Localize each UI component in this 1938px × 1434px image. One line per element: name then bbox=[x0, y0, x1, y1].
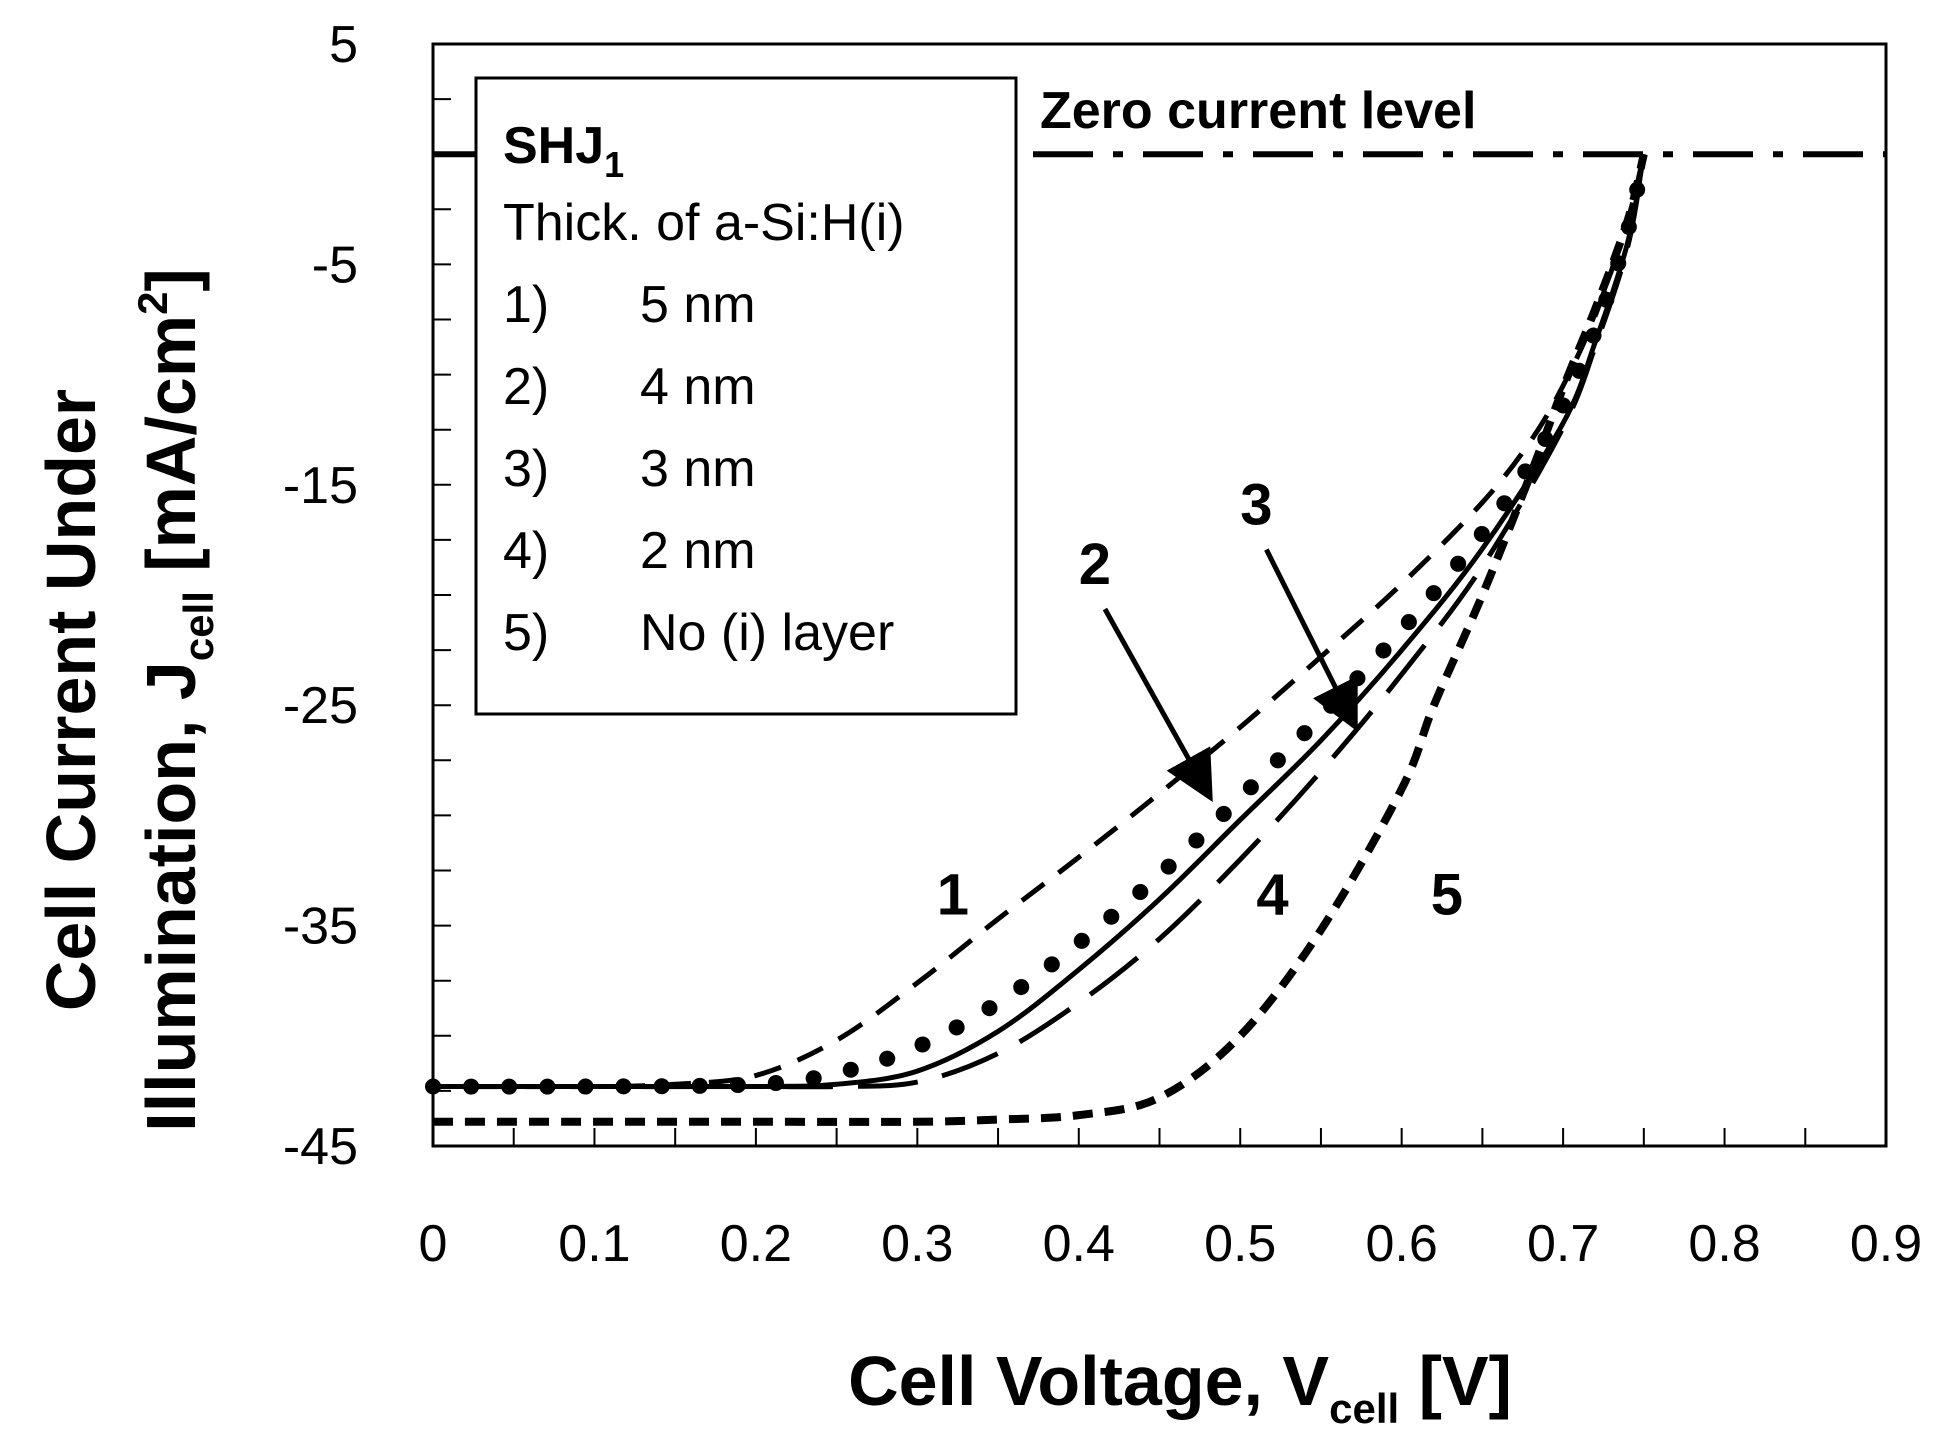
x-tick-label: 0.4 bbox=[1043, 1215, 1115, 1273]
y-tick-label: 5 bbox=[329, 16, 358, 74]
legend-entry-number: 5) bbox=[503, 604, 549, 662]
callout-label-1: 1 bbox=[937, 863, 969, 928]
legend-entry-label: 4 nm bbox=[640, 358, 756, 416]
y-tick-label: -25 bbox=[283, 677, 358, 735]
y-tick-label: -15 bbox=[283, 457, 358, 515]
y-tick-label: -35 bbox=[283, 898, 358, 956]
x-tick-label: 0.7 bbox=[1527, 1215, 1599, 1273]
x-tick-label: 0.9 bbox=[1850, 1215, 1922, 1273]
y-tick-label: -45 bbox=[283, 1118, 358, 1176]
series-line-5 bbox=[433, 153, 1648, 1126]
callout-label-3: 3 bbox=[1240, 472, 1272, 537]
x-tick-label: 0.8 bbox=[1688, 1215, 1760, 1273]
legend-entry-label: 2 nm bbox=[640, 522, 756, 580]
series-line-4 bbox=[432, 153, 1647, 1090]
legend-entry-number: 4) bbox=[503, 522, 549, 580]
x-tick-label: 0 bbox=[419, 1215, 448, 1273]
callout-label-4: 4 bbox=[1256, 863, 1288, 928]
legend-entry-label: 5 nm bbox=[640, 276, 756, 334]
callout-label-2: 2 bbox=[1079, 532, 1111, 597]
x-tick-label: 0.6 bbox=[1366, 1215, 1438, 1273]
x-tick-label: 0.1 bbox=[558, 1215, 630, 1273]
legend-entry-label: 3 nm bbox=[640, 440, 756, 498]
x-tick-label: 0.5 bbox=[1204, 1215, 1276, 1273]
y-axis-title-line2: Illumination, Jcell [mA/cm2] bbox=[129, 268, 222, 1132]
zero-current-label: Zero current level bbox=[1040, 82, 1476, 140]
x-tick-label: 0.3 bbox=[881, 1215, 953, 1273]
legend: SHJ1 Thick. of a-Si:H(i) 1) 5 nm 2) 4 nm 3) 3… bbox=[474, 76, 1018, 716]
plot-area: 5 -5 -15 -25 -35 -45 0 0.1 0.2 0.3 0.4 0.5 0.6 0.7 0.8… bbox=[283, 16, 1922, 1273]
legend-entry-number: 3) bbox=[503, 440, 549, 498]
y-tick-label: -5 bbox=[312, 236, 358, 294]
y-axis-title: Cell Current Under bbox=[32, 389, 110, 1011]
callout-label-5: 5 bbox=[1431, 863, 1463, 928]
legend-box bbox=[474, 76, 1018, 716]
callout-arrow-3 bbox=[1264, 548, 1358, 732]
series-line-2 bbox=[425, 146, 1652, 1095]
x-tick-label: 0.2 bbox=[720, 1215, 792, 1273]
callout-arrow-2 bbox=[1102, 607, 1213, 803]
legend-title: SHJ1 bbox=[503, 117, 624, 185]
legend-entry-label: No (i) layer bbox=[640, 604, 894, 662]
y-axis-title-line1: Cell Current Under bbox=[32, 389, 110, 1011]
legend-subtitle: Thick. of a-Si:H(i) bbox=[503, 194, 905, 252]
legend-entries: 1) 5 nm 2) 4 nm 3) 3 nm 4) 2 nm 5) No (i) layer bbox=[503, 276, 894, 662]
x-axis-title: Cell Voltage, Vcell [V] bbox=[848, 1342, 1512, 1432]
legend-entry-number: 2) bbox=[503, 358, 549, 416]
legend-entry-number: 1) bbox=[503, 276, 549, 334]
y-axis-title-2: Illumination, Jcell [mA/cm2] bbox=[129, 268, 222, 1132]
